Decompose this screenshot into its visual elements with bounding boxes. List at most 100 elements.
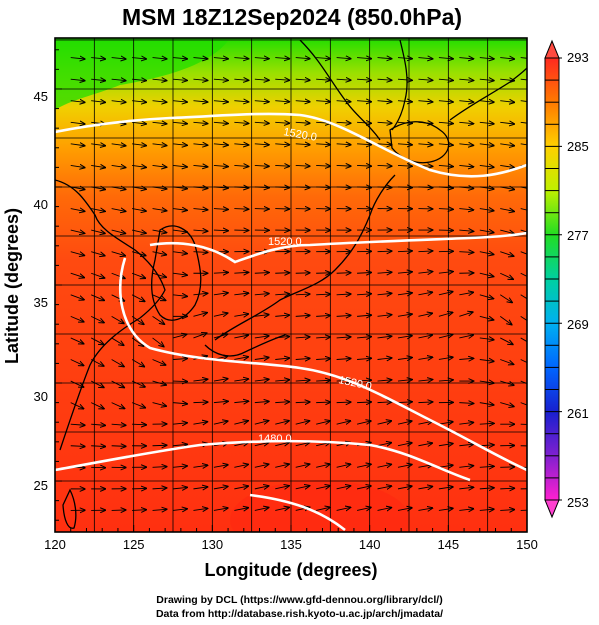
wind-arrow xyxy=(132,144,146,146)
wind-arrow xyxy=(438,144,453,145)
wind-arrow xyxy=(397,272,412,273)
wind-arrow xyxy=(418,58,432,59)
wind-arrow xyxy=(336,337,351,338)
wind-arrow xyxy=(193,508,207,510)
wind-arrow xyxy=(377,272,392,273)
wind-arrow xyxy=(91,101,105,103)
wind-arrow xyxy=(295,165,310,166)
wind-arrow xyxy=(377,464,392,467)
wind-arrow xyxy=(397,251,412,252)
wind-arrow xyxy=(213,379,228,381)
wind-arrow xyxy=(357,58,371,59)
x-tick-label: 140 xyxy=(359,537,381,552)
wind-arrow xyxy=(418,486,432,488)
wind-arrow xyxy=(193,79,207,80)
wind-arrow xyxy=(91,230,105,233)
wind-arrow xyxy=(295,144,310,145)
wind-arrow xyxy=(336,273,351,274)
wind-arrow xyxy=(397,79,412,80)
wind-arrow xyxy=(336,486,351,489)
wind-arrow xyxy=(520,423,527,425)
wind-arrow xyxy=(275,79,289,80)
wind-arrow xyxy=(438,209,453,210)
wind-arrow xyxy=(316,58,330,59)
wind-arrow xyxy=(91,209,105,212)
wind-arrow xyxy=(500,58,514,59)
wind-arrow xyxy=(234,165,248,166)
wind-arrow xyxy=(213,165,228,166)
wind-arrow xyxy=(275,273,289,274)
wind-arrow xyxy=(479,122,494,124)
wind-arrow xyxy=(254,165,269,166)
wind-arrow xyxy=(172,295,187,297)
wind-arrow xyxy=(377,293,392,294)
wind-arrow xyxy=(275,165,289,166)
wind-arrow xyxy=(357,101,371,102)
wind-arrow xyxy=(213,421,228,424)
wind-arrow xyxy=(377,402,392,403)
wind-arrow xyxy=(152,467,167,468)
wind-arrow xyxy=(254,401,269,402)
wind-arrow xyxy=(152,58,167,59)
wind-arrow xyxy=(152,509,167,510)
wind-arrow xyxy=(397,293,412,295)
wind-arrow xyxy=(152,165,167,167)
wind-arrow xyxy=(111,380,124,387)
wind-arrow xyxy=(172,209,187,211)
wind-arrow xyxy=(418,508,432,510)
wind-arrow xyxy=(172,487,187,488)
wind-arrow xyxy=(438,58,453,59)
wind-arrow xyxy=(70,79,85,80)
wind-arrow xyxy=(438,165,453,166)
wind-arrow xyxy=(152,230,167,233)
wind-arrow xyxy=(70,380,84,387)
wind-arrow xyxy=(357,358,371,359)
wind-arrow xyxy=(499,316,511,324)
wind-arrow xyxy=(459,252,473,253)
wind-arrow xyxy=(275,421,289,424)
wind-arrow xyxy=(193,165,207,166)
wind-arrow xyxy=(418,443,432,446)
wind-arrow xyxy=(438,272,453,274)
wind-arrow xyxy=(111,79,126,80)
wind-arrow xyxy=(459,58,473,59)
footer-data-credit: Data from http://database.rish.kyoto-u.a… xyxy=(155,608,444,620)
wind-arrow xyxy=(357,337,371,338)
wind-arrow xyxy=(193,144,207,145)
wind-arrow xyxy=(193,101,207,102)
wind-arrow xyxy=(479,58,494,59)
wind-arrow xyxy=(90,359,103,365)
wind-arrow xyxy=(479,509,494,510)
wind-arrow xyxy=(459,292,473,295)
wind-arrow xyxy=(234,401,248,402)
colorbar-tick-label: 285 xyxy=(567,139,589,154)
wind-arrow xyxy=(397,380,412,381)
wind-arrow xyxy=(234,464,248,467)
wind-arrow xyxy=(500,251,513,256)
wind-arrow xyxy=(500,402,513,407)
wind-arrow xyxy=(254,508,269,511)
wind-arrow xyxy=(70,251,85,256)
wind-arrow xyxy=(520,359,527,364)
wind-arrow xyxy=(275,144,289,145)
wind-arrow xyxy=(152,144,167,146)
wind-arrow xyxy=(459,403,473,404)
wind-arrow xyxy=(172,58,187,59)
wind-arrow xyxy=(152,488,167,489)
wind-arrow xyxy=(479,466,494,467)
wind-arrow xyxy=(520,186,527,189)
wind-arrow xyxy=(520,57,527,59)
wind-arrow xyxy=(254,294,269,295)
height-contours xyxy=(55,112,527,532)
wind-arrow xyxy=(356,464,371,467)
wind-arrow xyxy=(357,273,371,274)
wind-arrow xyxy=(500,359,513,364)
wind-arrow xyxy=(234,122,248,123)
wind-arrow xyxy=(111,230,126,233)
wind-arrow xyxy=(459,122,473,123)
wind-arrow xyxy=(70,58,85,59)
wind-arrow xyxy=(479,445,494,446)
wind-arrow xyxy=(234,272,248,273)
wind-arrow xyxy=(316,337,330,338)
wind-arrow xyxy=(295,294,310,295)
